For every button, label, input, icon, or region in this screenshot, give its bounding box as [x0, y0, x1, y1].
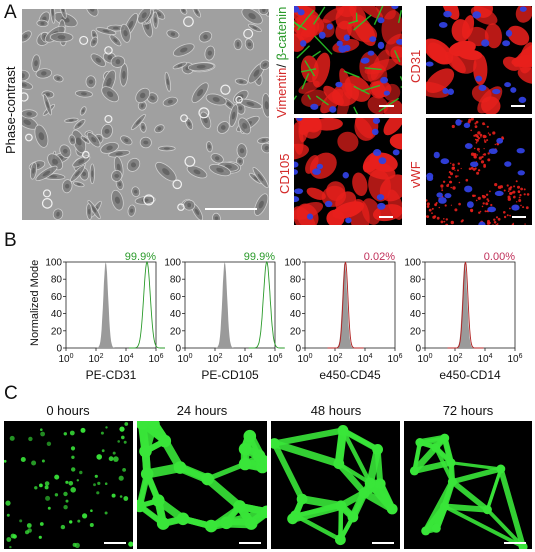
vimentin-label: Vimentin — [274, 67, 289, 118]
isotype-fill — [206, 262, 243, 348]
time-label-0h: 0 hours — [46, 403, 90, 418]
y-tick-label: 20 — [51, 326, 63, 337]
plot-frame — [65, 261, 157, 349]
cd105-label: CD105 — [277, 153, 292, 194]
y-tick-label: 40 — [410, 309, 422, 320]
scale-bar — [104, 542, 126, 544]
x-tick-label: 100 — [417, 353, 432, 365]
stained-histogram-line — [447, 261, 484, 349]
cd105-image — [294, 118, 402, 225]
x-tick-label: 106 — [387, 353, 402, 365]
scale-bar — [372, 542, 394, 544]
histogram-0: 0 20 40 60 80 100 100 102 104 106 99.9% PE-CD31 — [45, 251, 165, 382]
positive-percent: 99.9% — [125, 251, 156, 263]
panel-letter-c: C — [4, 383, 18, 404]
y-tick-label: 20 — [290, 326, 302, 337]
y-tick-label: 80 — [51, 275, 63, 286]
y-tick-label: 100 — [164, 258, 181, 269]
vimentin-catenin-label: Vimentin/ β-catenin — [274, 6, 289, 118]
positive-percent: 0.00% — [484, 251, 515, 263]
vwf-image — [426, 118, 532, 225]
y-tick-label: 40 — [290, 309, 302, 320]
phase-contrast-label: Phase-contrast — [3, 66, 18, 154]
y-tick-label: 100 — [45, 258, 62, 269]
time-label-24h: 24 hours — [176, 403, 228, 418]
scale-bar — [379, 216, 393, 218]
gfp-image-0h — [4, 421, 133, 549]
y-tick-label: 100 — [404, 258, 421, 269]
y-tick-label: 0 — [295, 344, 301, 355]
time-label-72h: 72 hours — [442, 403, 494, 418]
y-tick-label: 80 — [170, 275, 182, 286]
marker-label: e450-CD14 — [439, 368, 501, 382]
y-tick-label: 60 — [51, 292, 63, 303]
plot-frame — [184, 261, 276, 349]
y-tick-label: 80 — [410, 275, 422, 286]
x-tick-label: 100 — [297, 353, 312, 365]
x-tick-label: 106 — [148, 353, 163, 365]
isotype-fill — [446, 262, 483, 348]
cd31-label: CD31 — [408, 49, 423, 83]
scale-bar — [511, 105, 525, 107]
panel-letter-b: B — [4, 230, 17, 251]
gfp-image-72h — [404, 421, 532, 549]
y-tick-label: 0 — [56, 344, 62, 355]
panel-letter-a: A — [4, 2, 17, 23]
gfp-image-48h — [271, 421, 400, 549]
phase-contrast-image — [22, 9, 269, 220]
x-tick-label: 104 — [237, 353, 252, 365]
positive-percent: 99.9% — [244, 251, 275, 263]
stained-histogram-line — [129, 260, 165, 349]
marker-label: e450-CD45 — [319, 368, 381, 382]
x-tick-label: 104 — [477, 353, 492, 365]
scale-bar — [512, 216, 526, 218]
histogram-2: 0 20 40 60 80 100 100 102 104 106 0.02% e450-CD45 — [284, 251, 402, 382]
normalized-mode-label: Normalized Mode — [29, 259, 41, 346]
isotype-fill — [87, 262, 124, 348]
stained-histogram-line — [327, 261, 364, 349]
marker-label: PE-CD105 — [201, 368, 259, 382]
scale-bar — [379, 105, 394, 107]
x-tick-label: 100 — [177, 353, 192, 365]
beta-catenin-label: β-catenin — [274, 6, 289, 61]
x-tick-label: 104 — [118, 353, 133, 365]
y-tick-label: 80 — [290, 275, 302, 286]
y-tick-label: 40 — [170, 309, 182, 320]
cd31-image — [426, 6, 532, 114]
x-tick-label: 102 — [207, 353, 222, 365]
stained-histogram-line — [248, 260, 285, 349]
x-tick-label: 102 — [327, 353, 342, 365]
y-tick-label: 60 — [170, 292, 182, 303]
vimentin-catenin-image — [294, 6, 402, 114]
x-tick-label: 100 — [58, 353, 73, 365]
stain-separator: / — [274, 60, 289, 68]
x-tick-label: 104 — [357, 353, 372, 365]
y-tick-label: 0 — [175, 344, 181, 355]
x-tick-label: 102 — [447, 353, 462, 365]
scale-bar — [239, 542, 261, 544]
y-tick-label: 0 — [415, 344, 421, 355]
vwf-label: vWF — [408, 161, 423, 188]
y-tick-label: 20 — [170, 326, 182, 337]
positive-percent: 0.02% — [364, 251, 395, 263]
x-tick-label: 106 — [267, 353, 282, 365]
y-tick-label: 20 — [410, 326, 422, 337]
time-label-48h: 48 hours — [310, 403, 362, 418]
y-tick-label: 60 — [290, 292, 302, 303]
y-tick-label: 100 — [284, 258, 301, 269]
y-tick-label: 40 — [51, 309, 63, 320]
x-tick-label: 106 — [507, 353, 522, 365]
histogram-1: 0 20 40 60 80 100 100 102 104 106 99.9% PE-CD105 — [164, 251, 285, 382]
scale-bar — [504, 542, 526, 544]
histogram-3: 0 20 40 60 80 100 100 102 104 106 0.00% e450-CD14 — [404, 251, 522, 382]
gfp-image-24h — [137, 421, 267, 549]
scale-bar — [205, 208, 257, 210]
marker-label: PE-CD31 — [86, 368, 137, 382]
x-tick-label: 102 — [88, 353, 103, 365]
y-tick-label: 60 — [410, 292, 422, 303]
isotype-fill — [326, 262, 363, 348]
